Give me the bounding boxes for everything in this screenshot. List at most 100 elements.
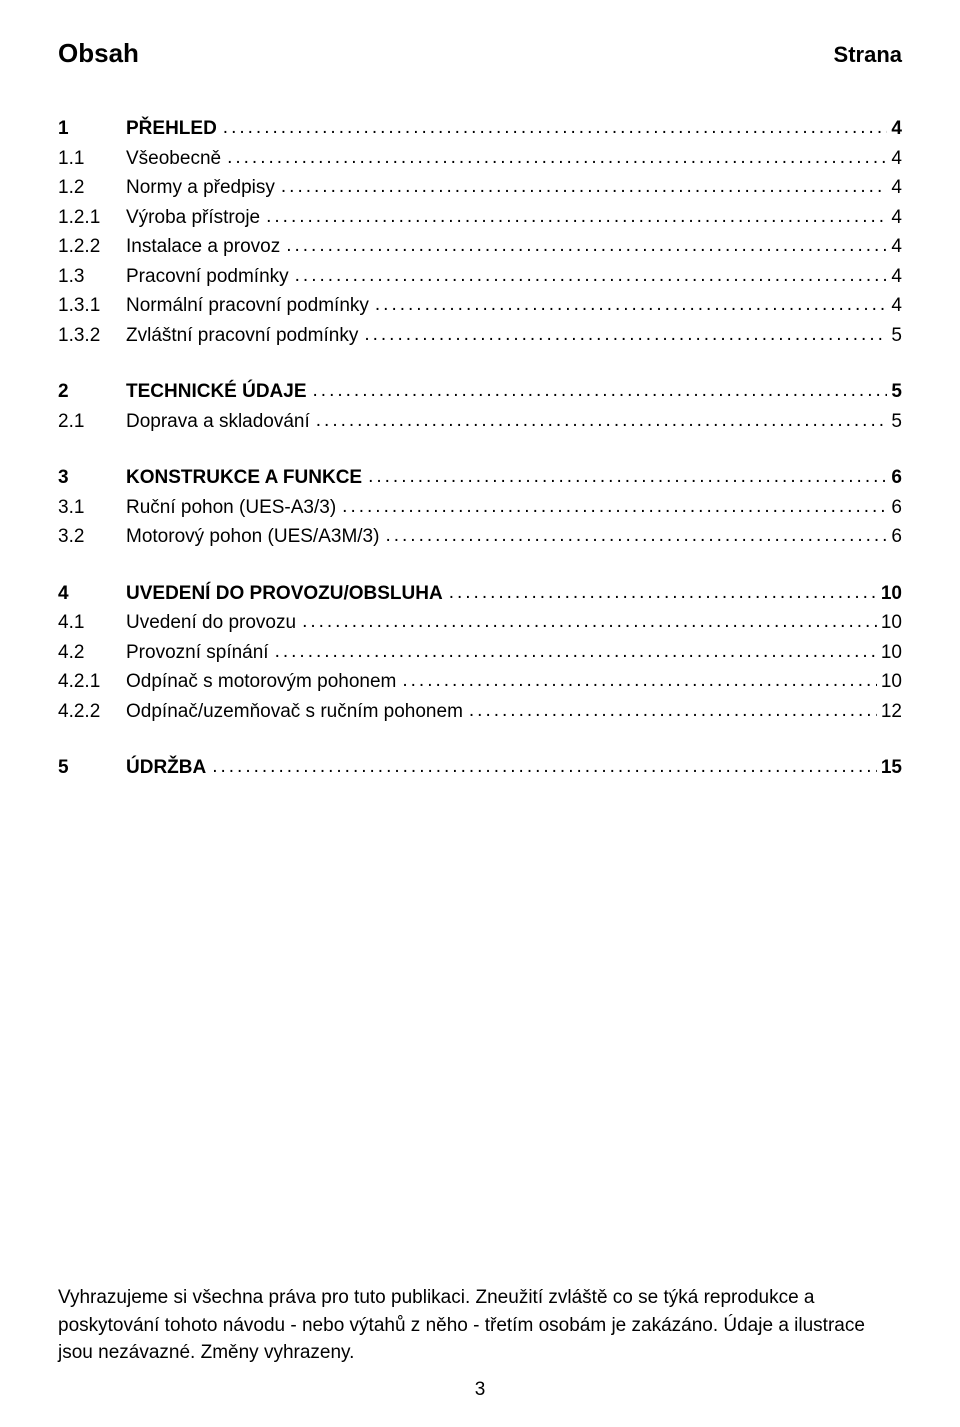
toc-leader-dots <box>362 463 887 492</box>
toc-leader-dots <box>463 697 877 726</box>
toc-leader-dots <box>289 262 888 291</box>
toc-row: 1PŘEHLED 4 <box>58 115 902 144</box>
toc-leader-dots <box>217 114 888 143</box>
toc-entry-page: 10 <box>877 609 902 638</box>
toc-leader-dots <box>275 173 888 202</box>
toc-entry-title: KONSTRUKCE A FUNKCE <box>126 464 362 493</box>
toc-entry-page: 10 <box>877 639 902 668</box>
toc-row: 4.2.1Odpínač s motorovým pohonem 10 <box>58 668 902 697</box>
toc-entry-title: ÚDRŽBA <box>126 754 206 783</box>
toc-entry-title: TECHNICKÉ ÚDAJE <box>126 378 307 407</box>
toc-entry-page: 6 <box>887 464 902 493</box>
toc-entry-number: 3.2 <box>58 523 126 552</box>
toc-entry-number: 1.3.1 <box>58 292 126 321</box>
toc-entry-title: Uvedení do provozu <box>126 609 296 638</box>
toc-leader-dots <box>260 203 887 232</box>
toc-entry-number: 4.2.1 <box>58 668 126 697</box>
toc-entry-title: PŘEHLED <box>126 115 217 144</box>
toc-entry-page: 12 <box>877 698 902 727</box>
toc-entry-number: 3 <box>58 464 126 493</box>
toc-row: 2.1Doprava a skladování 5 <box>58 408 902 437</box>
toc-entry-number: 2 <box>58 378 126 407</box>
toc-leader-dots <box>310 407 888 436</box>
toc-title-left: Obsah <box>58 38 139 69</box>
toc-leader-dots <box>269 638 877 667</box>
toc-entry-page: 4 <box>887 115 902 144</box>
toc-entry-title: Pracovní podmínky <box>126 263 289 292</box>
toc-leader-dots <box>443 579 877 608</box>
toc-row: 5ÚDRŽBA 15 <box>58 754 902 783</box>
toc-entry-title: Všeobecně <box>126 145 221 174</box>
toc-entry-number: 1.2.1 <box>58 204 126 233</box>
toc-row: 4.2Provozní spínání 10 <box>58 639 902 668</box>
toc-leader-dots <box>296 608 877 637</box>
toc-group: 5ÚDRŽBA 15 <box>58 754 902 783</box>
page-number: 3 <box>0 1379 960 1401</box>
toc-entry-title: Motorový pohon (UES/A3M/3) <box>126 523 379 552</box>
toc-entry-title: Odpínač/uzemňovač s ručním pohonem <box>126 698 463 727</box>
toc-entry-number: 1 <box>58 115 126 144</box>
toc-entry-number: 1.3 <box>58 263 126 292</box>
toc-entry-number: 4.2 <box>58 639 126 668</box>
toc-leader-dots <box>358 321 887 350</box>
toc-entry-page: 6 <box>887 523 902 552</box>
footer-copyright: Vyhrazujeme si všechna práva pro tuto pu… <box>58 1284 902 1367</box>
toc-entry-page: 5 <box>887 408 902 437</box>
toc-entry-page: 5 <box>887 322 902 351</box>
toc-container: 1PŘEHLED41.1Všeobecně41.2Normy a předpis… <box>58 115 902 783</box>
toc-entry-number: 5 <box>58 754 126 783</box>
toc-entry-page: 4 <box>887 174 902 203</box>
toc-row: 1.2.1Výroba přístroje 4 <box>58 204 902 233</box>
toc-entry-number: 4.2.2 <box>58 698 126 727</box>
toc-entry-number: 2.1 <box>58 408 126 437</box>
toc-header: Obsah Strana <box>58 38 902 69</box>
toc-entry-title: UVEDENÍ DO PROVOZU/OBSLUHA <box>126 580 443 609</box>
toc-leader-dots <box>396 667 877 696</box>
toc-row: 1.3Pracovní podmínky 4 <box>58 263 902 292</box>
toc-row: 1.3.2Zvláštní pracovní podmínky 5 <box>58 322 902 351</box>
toc-entry-page: 5 <box>887 378 902 407</box>
toc-entry-title: Instalace a provoz <box>126 233 280 262</box>
toc-row: 4.2.2Odpínač/uzemňovač s ručním pohonem 1… <box>58 698 902 727</box>
toc-row: 1.1Všeobecně 4 <box>58 145 902 174</box>
toc-row: 4UVEDENÍ DO PROVOZU/OBSLUHA 10 <box>58 580 902 609</box>
toc-entry-page: 4 <box>887 263 902 292</box>
toc-row: 2TECHNICKÉ ÚDAJE 5 <box>58 378 902 407</box>
toc-entry-title: Výroba přístroje <box>126 204 260 233</box>
toc-leader-dots <box>221 144 887 173</box>
toc-entry-page: 4 <box>887 204 902 233</box>
toc-entry-number: 4 <box>58 580 126 609</box>
toc-entry-title: Ruční pohon (UES-A3/3) <box>126 494 336 523</box>
toc-entry-number: 3.1 <box>58 494 126 523</box>
toc-row: 1.2.2Instalace a provoz 4 <box>58 233 902 262</box>
toc-leader-dots <box>206 753 877 782</box>
toc-row: 3.2Motorový pohon (UES/A3M/3) 6 <box>58 523 902 552</box>
toc-row: 3.1Ruční pohon (UES-A3/3) 6 <box>58 494 902 523</box>
toc-entry-title: Normální pracovní podmínky <box>126 292 369 321</box>
toc-leader-dots <box>336 493 887 522</box>
toc-row: 3KONSTRUKCE A FUNKCE 6 <box>58 464 902 493</box>
toc-entry-page: 6 <box>887 494 902 523</box>
toc-group: 4UVEDENÍ DO PROVOZU/OBSLUHA 10 4.1Uvedení … <box>58 580 902 727</box>
toc-entry-title: Provozní spínání <box>126 639 269 668</box>
toc-entry-number: 1.3.2 <box>58 322 126 351</box>
toc-entry-page: 10 <box>877 668 902 697</box>
toc-entry-page: 15 <box>877 754 902 783</box>
toc-entry-title: Doprava a skladování <box>126 408 310 437</box>
toc-entry-page: 10 <box>877 580 902 609</box>
toc-entry-page: 4 <box>887 233 902 262</box>
toc-entry-page: 4 <box>887 292 902 321</box>
toc-entry-title: Odpínač s motorovým pohonem <box>126 668 396 697</box>
toc-leader-dots <box>379 522 887 551</box>
toc-group: 3KONSTRUKCE A FUNKCE63.1Ruční pohon (UES… <box>58 464 902 552</box>
toc-entry-number: 1.2.2 <box>58 233 126 262</box>
toc-group: 1PŘEHLED41.1Všeobecně41.2Normy a předpis… <box>58 115 902 350</box>
toc-entry-title: Zvláštní pracovní podmínky <box>126 322 358 351</box>
toc-leader-dots <box>369 291 888 320</box>
toc-entry-page: 4 <box>887 145 902 174</box>
toc-entry-number: 4.1 <box>58 609 126 638</box>
toc-title-right: Strana <box>834 42 902 68</box>
toc-entry-number: 1.1 <box>58 145 126 174</box>
toc-leader-dots <box>307 377 888 406</box>
toc-entry-number: 1.2 <box>58 174 126 203</box>
